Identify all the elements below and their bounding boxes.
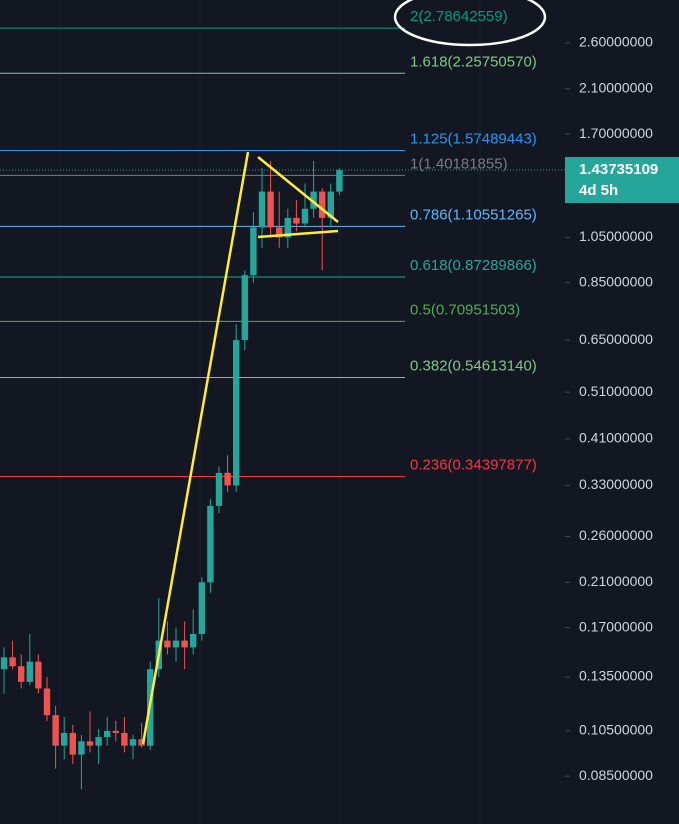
candle-body <box>327 191 334 218</box>
vertical-grid <box>59 0 481 824</box>
candle-body <box>276 227 283 238</box>
y-tick-label: 0.41000000 <box>579 430 653 446</box>
triangle-upper <box>257 156 339 223</box>
candle-body <box>26 661 33 682</box>
y-tick-label: 0.85000000 <box>579 273 653 289</box>
candle-body <box>190 634 197 648</box>
candle-body <box>198 582 205 635</box>
candle-body <box>301 208 309 224</box>
fib-label: 0.786(1.10551265) <box>410 206 537 223</box>
y-tick-label: 0.26000000 <box>579 527 653 543</box>
candle-body <box>241 275 248 341</box>
y-tick-label: 0.65000000 <box>579 331 653 347</box>
candle-body <box>233 340 240 486</box>
candle-body <box>138 739 145 746</box>
y-tick-label: 0.17000000 <box>579 618 653 634</box>
candle-body <box>95 737 102 746</box>
fib-label: 0.236(0.34397877) <box>410 457 537 474</box>
candle-body <box>164 640 171 648</box>
fib-label: 0.5(0.70951503) <box>410 301 520 318</box>
drawings <box>141 0 547 745</box>
candle-body <box>215 472 223 506</box>
candle-body <box>18 666 25 682</box>
fib-label: 0.382(0.54613140) <box>410 357 537 374</box>
fib-label: 2(2.78642559) <box>410 8 508 25</box>
fib-label: 1.618(2.25750570) <box>410 53 537 70</box>
candle-body <box>9 657 16 667</box>
y-tick-label: 1.05000000 <box>579 228 653 244</box>
candle-body <box>78 741 85 755</box>
y-tick-label: 0.10500000 <box>579 722 653 738</box>
candle-body <box>129 739 137 746</box>
y-tick-label: 0.21000000 <box>579 573 653 589</box>
candle-body <box>310 191 317 209</box>
plot: 2.60000000 2.10000000 1.70000000 1.05000000… <box>0 8 653 790</box>
candle-body <box>224 472 231 486</box>
candle-body <box>69 732 76 755</box>
y-tick-label: 0.51000000 <box>579 383 653 399</box>
candle-body <box>207 505 214 583</box>
candle-body <box>43 688 51 716</box>
y-tick-label: 2.60000000 <box>579 34 653 50</box>
y-tick-label: 0.33000000 <box>579 476 653 492</box>
y-tick-label: 0.08500000 <box>579 767 653 783</box>
candle-body <box>112 730 119 733</box>
y-tick-label: 1.70000000 <box>579 125 653 141</box>
price-tag <box>565 157 679 203</box>
candle-body <box>35 661 42 689</box>
y-tick-label: 0.13500000 <box>579 668 653 684</box>
candle-body <box>121 732 128 746</box>
candle-body <box>319 191 326 218</box>
fib-label: 1.125(1.57489443) <box>410 130 537 147</box>
highlight-ellipse <box>393 0 547 47</box>
candle-body <box>61 732 68 746</box>
countdown: 4d 5h <box>579 182 618 199</box>
candle-body <box>52 715 59 746</box>
fib-label: 1(1.40181855) <box>410 155 508 172</box>
trend-line <box>141 151 250 745</box>
candle-body <box>293 217 300 224</box>
candle-body <box>258 191 266 228</box>
candle-body <box>267 191 274 228</box>
candle-body <box>0 657 8 670</box>
candle-body <box>172 640 180 648</box>
candle-body <box>86 741 94 746</box>
y-tick-label: 2.10000000 <box>579 80 653 96</box>
last-price-label: 1.43735109 <box>579 161 658 178</box>
candle-body <box>336 170 343 192</box>
candle-body <box>284 217 291 238</box>
candle-body <box>181 640 188 648</box>
triangle-lower <box>257 229 339 239</box>
candle-body <box>104 730 111 738</box>
candle-body <box>250 227 257 276</box>
fib-label: 0.618(0.87289866) <box>410 257 537 274</box>
